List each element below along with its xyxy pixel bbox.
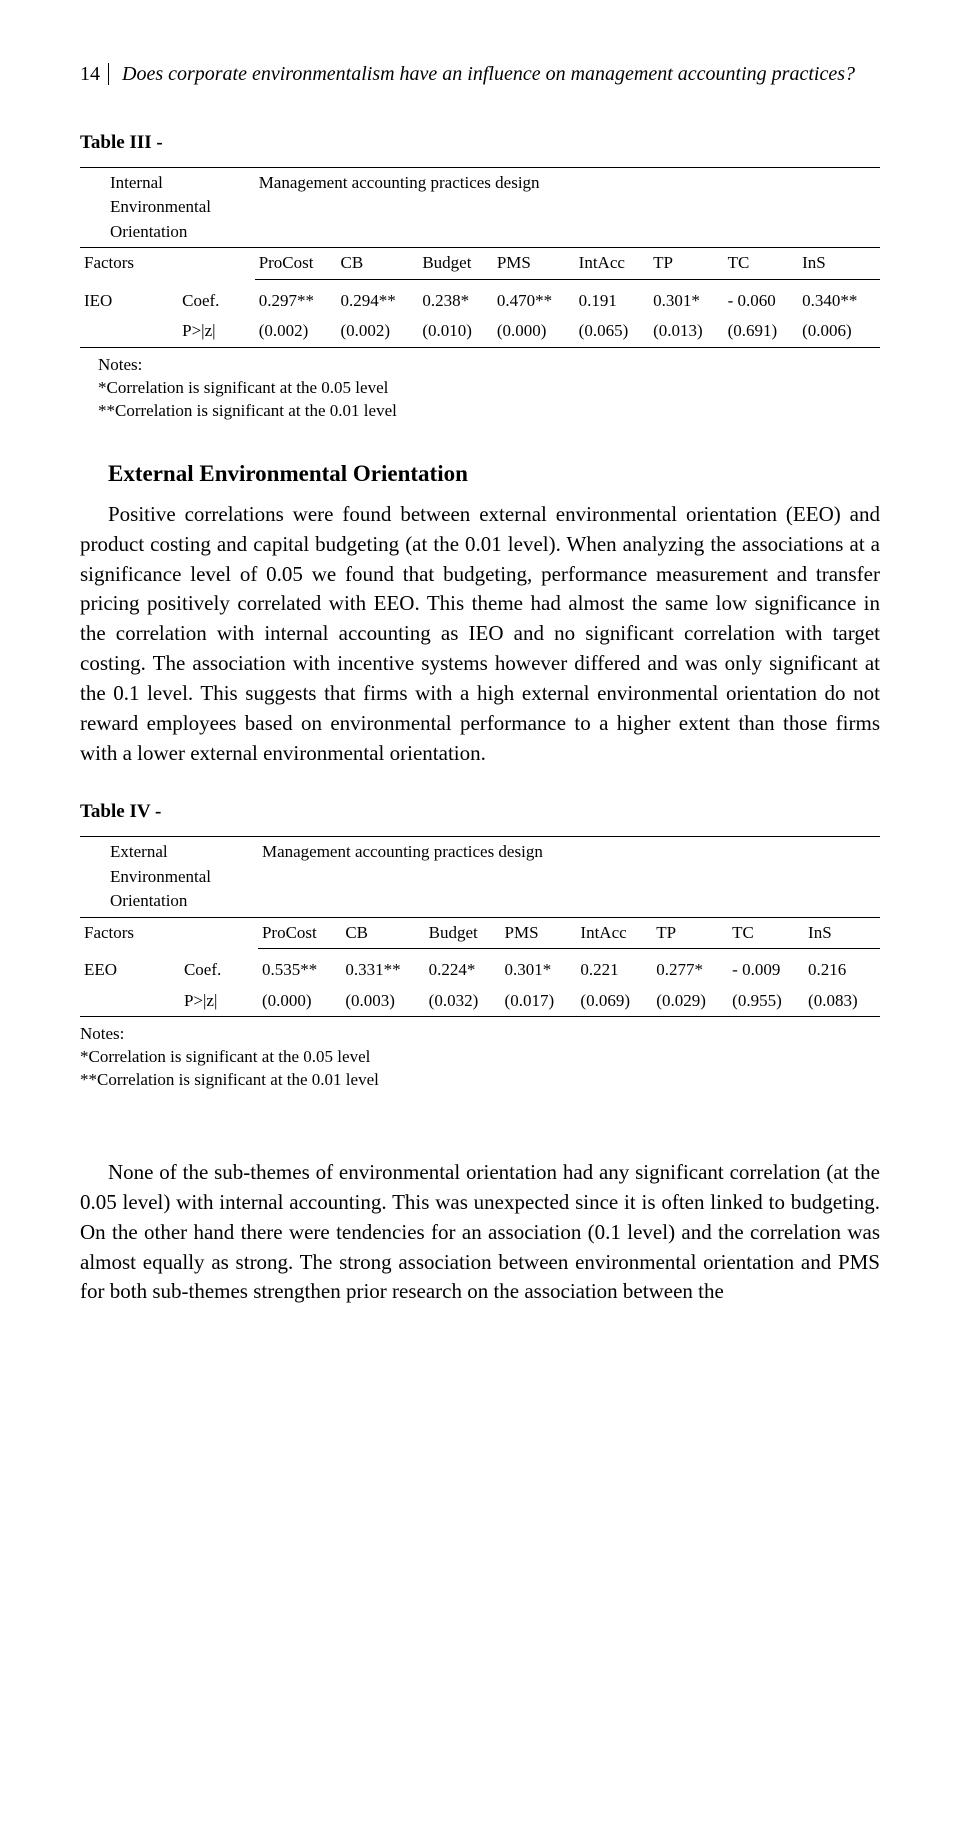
- t3-p-1: (0.002): [337, 316, 419, 347]
- running-title: Does corporate environmentalism have an …: [122, 63, 855, 85]
- t3-coef-6: - 0.060: [724, 286, 798, 317]
- t4-col-4: IntAcc: [576, 917, 652, 949]
- t3-stat-coef: Coef.: [178, 286, 255, 317]
- t3-coef-5: 0.301*: [649, 286, 723, 317]
- t3-note-2: **Correlation is significant at the 0.01…: [98, 400, 880, 423]
- t4-left-header-2: Environmental: [110, 865, 254, 890]
- t3-p-4: (0.065): [575, 316, 649, 347]
- t3-coef-3: 0.470**: [493, 286, 575, 317]
- t4-col-2: Budget: [425, 917, 501, 949]
- t4-stat-coef: Coef.: [180, 955, 258, 986]
- table-4: External Environmental Orientation Manag…: [80, 836, 880, 1017]
- t4-col-7: InS: [804, 917, 880, 949]
- t4-p-0: (0.000): [258, 986, 341, 1017]
- t4-note-2: **Correlation is significant at the 0.01…: [80, 1069, 880, 1092]
- t4-row-label: EEO: [80, 955, 180, 986]
- t4-col-3: PMS: [501, 917, 577, 949]
- t4-coef-4: 0.221: [576, 955, 652, 986]
- t3-left-header-1: Internal: [110, 171, 251, 196]
- t4-p-5: (0.029): [652, 986, 728, 1017]
- t3-p-3: (0.000): [493, 316, 575, 347]
- t4-left-header-3: Orientation: [110, 889, 254, 914]
- body-paragraph-2: None of the sub-themes of environmental …: [80, 1158, 880, 1307]
- t4-factors-label: Factors: [80, 917, 180, 949]
- t4-col-5: TP: [652, 917, 728, 949]
- t4-p-4: (0.069): [576, 986, 652, 1017]
- t4-col-6: TC: [728, 917, 804, 949]
- t3-left-header-2: Environmental: [110, 195, 251, 220]
- t4-left-header-1: External: [110, 840, 254, 865]
- t3-col-6: TC: [724, 248, 798, 280]
- body-paragraph-1: Positive correlations were found between…: [80, 500, 880, 768]
- t3-stat-p: P>|z|: [178, 316, 255, 347]
- section-heading-eeo: External Environmental Orientation: [108, 457, 880, 490]
- t4-coef-6: - 0.009: [728, 955, 804, 986]
- t4-p-6: (0.955): [728, 986, 804, 1017]
- t4-col-1: CB: [341, 917, 424, 949]
- t3-note-1: *Correlation is significant at the 0.05 …: [98, 377, 880, 400]
- t4-col-0: ProCost: [258, 917, 341, 949]
- running-header: 14 Does corporate environmentalism have …: [80, 60, 880, 89]
- t4-coef-5: 0.277*: [652, 955, 728, 986]
- table-3: Internal Environmental Orientation Manag…: [80, 167, 880, 348]
- t3-col-1: CB: [337, 248, 419, 280]
- t4-coef-1: 0.331**: [341, 955, 424, 986]
- t3-col-3: PMS: [493, 248, 575, 280]
- t3-col-7: InS: [798, 248, 880, 280]
- t3-col-5: TP: [649, 248, 723, 280]
- t4-p-2: (0.032): [425, 986, 501, 1017]
- t4-p-1: (0.003): [341, 986, 424, 1017]
- t4-coef-7: 0.216: [804, 955, 880, 986]
- t3-note-0: Notes:: [98, 354, 880, 377]
- table-3-caption: Table III -: [80, 129, 880, 157]
- t3-coef-2: 0.238*: [418, 286, 492, 317]
- t4-stat-p: P>|z|: [180, 986, 258, 1017]
- t3-coef-1: 0.294**: [337, 286, 419, 317]
- t3-col-4: IntAcc: [575, 248, 649, 280]
- t4-coef-3: 0.301*: [501, 955, 577, 986]
- t4-p-7: (0.083): [804, 986, 880, 1017]
- t4-note-0: Notes:: [80, 1023, 880, 1046]
- page-number: 14: [80, 63, 109, 85]
- t3-right-header: Management accounting practices design: [259, 173, 540, 192]
- table-4-caption: Table IV -: [80, 798, 880, 826]
- t3-factors-label: Factors: [80, 248, 178, 280]
- t3-p-2: (0.010): [418, 316, 492, 347]
- t4-coef-2: 0.224*: [425, 955, 501, 986]
- t4-note-1: *Correlation is significant at the 0.05 …: [80, 1046, 880, 1069]
- table-4-notes: Notes: *Correlation is significant at th…: [80, 1023, 880, 1092]
- t3-coef-7: 0.340**: [798, 286, 880, 317]
- t3-left-header-3: Orientation: [110, 220, 251, 245]
- t4-coef-0: 0.535**: [258, 955, 341, 986]
- t3-col-0: ProCost: [255, 248, 337, 280]
- t3-p-7: (0.006): [798, 316, 880, 347]
- t3-coef-4: 0.191: [575, 286, 649, 317]
- t3-p-5: (0.013): [649, 316, 723, 347]
- t4-p-3: (0.017): [501, 986, 577, 1017]
- t3-col-2: Budget: [418, 248, 492, 280]
- t3-coef-0: 0.297**: [255, 286, 337, 317]
- t3-p-0: (0.002): [255, 316, 337, 347]
- t3-row-label: IEO: [80, 286, 178, 317]
- t3-p-6: (0.691): [724, 316, 798, 347]
- t4-right-header: Management accounting practices design: [262, 842, 543, 861]
- table-3-notes: Notes: *Correlation is significant at th…: [80, 354, 880, 423]
